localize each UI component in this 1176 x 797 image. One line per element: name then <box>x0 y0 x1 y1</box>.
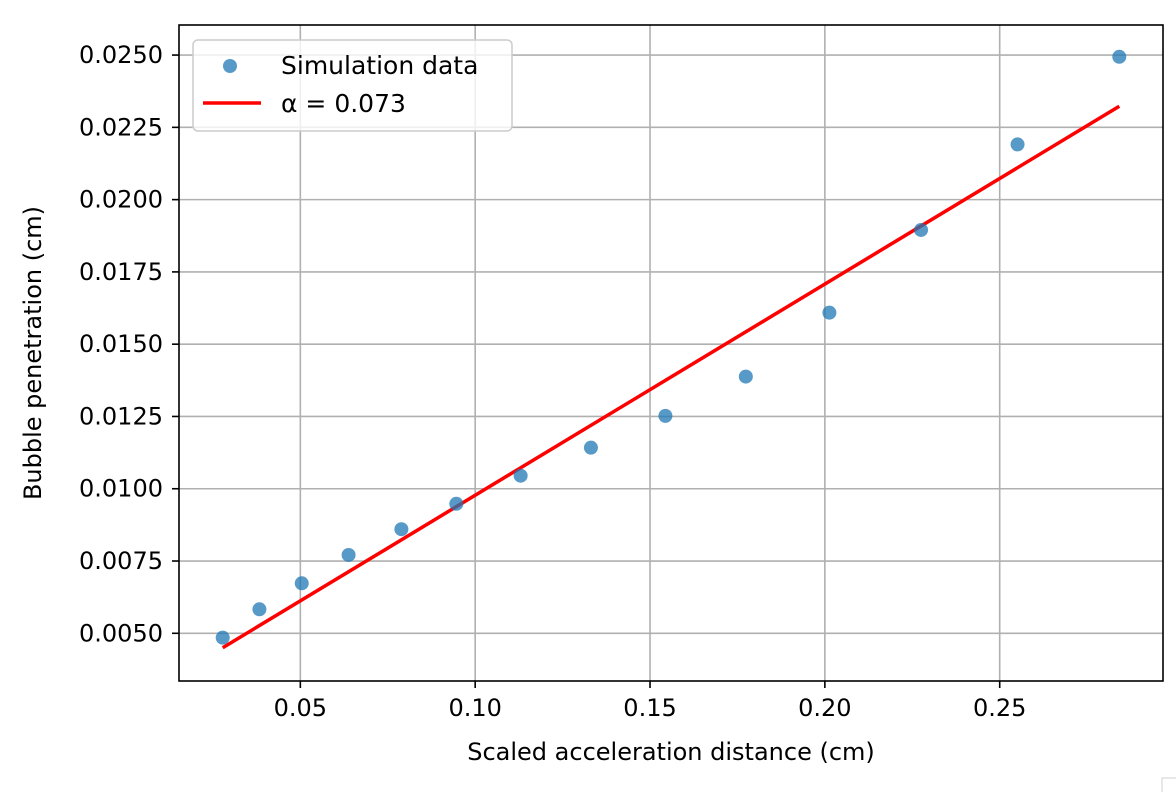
data-point <box>738 369 753 384</box>
fit-line-layer <box>221 104 1121 650</box>
data-point <box>215 630 230 645</box>
y-tick-label: 0.0175 <box>79 258 163 286</box>
y-tick-label: 0.0050 <box>79 619 163 647</box>
y-tick-label: 0.0125 <box>79 402 163 430</box>
x-tick-label: 0.25 <box>973 694 1026 722</box>
y-axis: 0.0050 0.0075 0.0100 0.0125 0.0150 0.0175 0.02… <box>79 41 179 647</box>
y-tick-label: 0.0250 <box>79 41 163 69</box>
y-tick-label: 0.0075 <box>79 547 163 575</box>
legend-label-simulation: Simulation data <box>281 51 478 80</box>
data-point <box>252 602 267 617</box>
plot-frame <box>178 24 1164 682</box>
data-point <box>1010 137 1025 152</box>
y-tick-label: 0.0200 <box>79 186 163 214</box>
x-tick-label: 0.10 <box>448 694 501 722</box>
x-tick-label: 0.15 <box>623 694 676 722</box>
data-point <box>1112 49 1127 64</box>
data-point <box>449 496 464 511</box>
y-axis-label: Bubble penetration (cm) <box>19 206 47 500</box>
fit-line <box>221 104 1121 650</box>
legend-scatter-marker <box>223 59 237 73</box>
resize-handle[interactable] <box>1161 777 1176 792</box>
y-tick-label: 0.0100 <box>79 475 163 503</box>
grid <box>179 25 1163 681</box>
x-tick-label: 0.20 <box>798 694 851 722</box>
legend: Simulation data α = 0.073 <box>192 39 513 132</box>
legend-box <box>192 39 513 132</box>
data-point <box>658 408 673 423</box>
legend-label-fit: α = 0.073 <box>281 89 406 118</box>
x-axis: 0.05 0.10 0.15 0.20 0.25 <box>274 681 1026 722</box>
y-tick-label: 0.0225 <box>79 113 163 141</box>
x-axis-label: Scaled acceleration distance (cm) <box>467 738 875 766</box>
scatter-points-layer <box>215 49 1127 645</box>
data-point <box>341 547 356 562</box>
data-point <box>294 576 309 591</box>
data-point <box>822 305 837 320</box>
data-point <box>394 522 409 537</box>
x-tick-label: 0.05 <box>274 694 327 722</box>
y-tick-label: 0.0150 <box>79 330 163 358</box>
data-point <box>583 440 598 455</box>
data-point <box>513 468 528 483</box>
data-point <box>914 222 929 237</box>
